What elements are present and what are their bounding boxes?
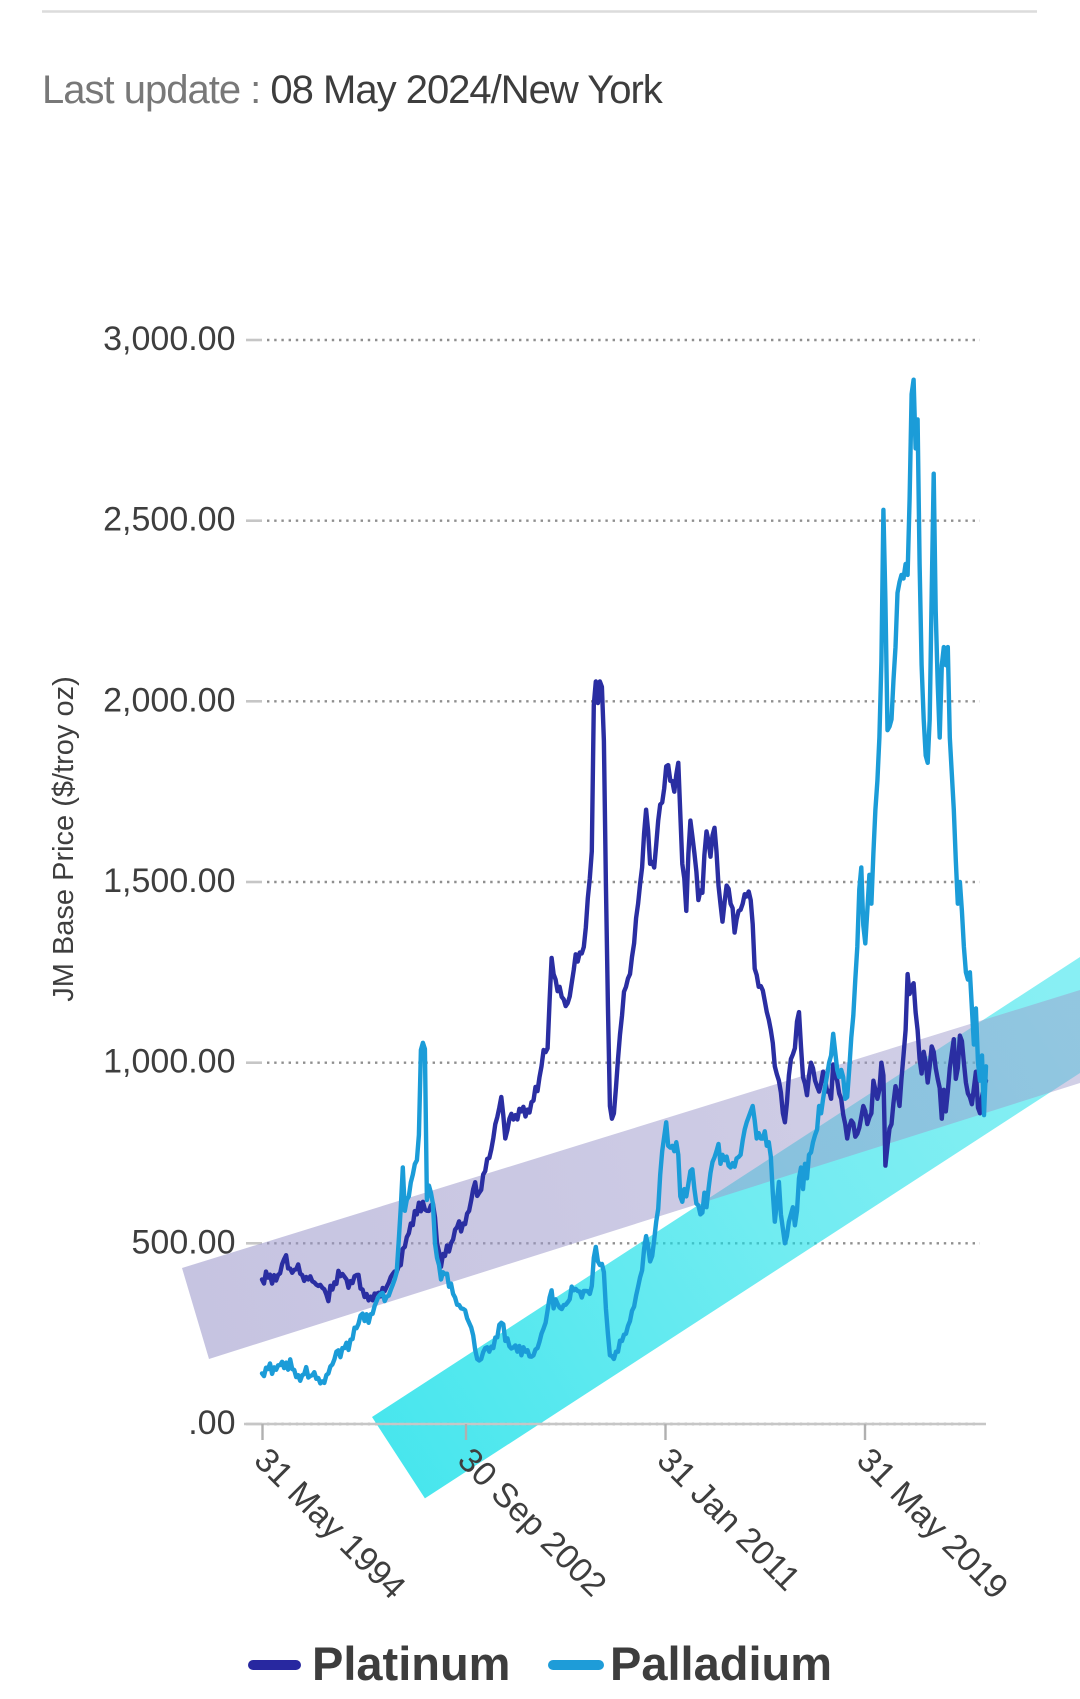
svg-text:Platinum: Platinum [312,1637,510,1690]
svg-text:1,000.00: 1,000.00 [103,1043,235,1081]
svg-text:Palladium: Palladium [610,1637,832,1690]
svg-text:31 May 1994: 31 May 1994 [247,1441,413,1607]
svg-text:1,500.00: 1,500.00 [103,862,235,900]
svg-text:31 Jan 2011: 31 Jan 2011 [650,1441,807,1598]
svg-text:2,500.00: 2,500.00 [103,501,235,539]
svg-text:500.00: 500.00 [132,1223,236,1261]
svg-text:JM Base Price ($/troy oz): JM Base Price ($/troy oz) [48,676,80,1002]
svg-text:3,000.00: 3,000.00 [103,320,235,358]
svg-text:31 May 2019: 31 May 2019 [849,1441,1015,1607]
svg-text:.00: .00 [188,1404,235,1442]
svg-text:Last update : 08 May 2024/New: Last update : 08 May 2024/New York [42,68,664,112]
svg-text:30 Sep 2002: 30 Sep 2002 [450,1441,613,1604]
svg-text:2,000.00: 2,000.00 [103,681,235,719]
